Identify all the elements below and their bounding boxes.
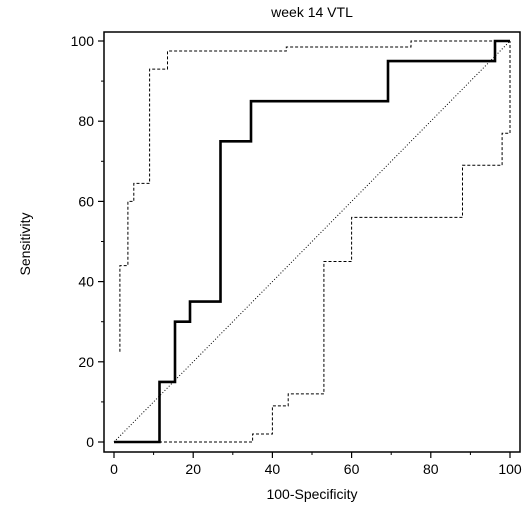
x-tick-label: 0 [110,461,118,477]
y-tick-label: 20 [78,354,94,370]
reference-diagonal-line [113,40,511,443]
upper-confidence-bound-line [119,40,510,352]
lower-confidence-bound-line [114,41,511,443]
x-axis: 0 20 40 60 80 100 [110,452,522,477]
roc-curve-line [114,39,510,444]
y-tick-label: 80 [78,113,94,129]
y-tick-label: 100 [71,33,95,49]
series-layer [113,39,511,444]
x-axis-label: 100-Specificity [266,486,357,502]
y-tick-label: 60 [78,193,94,209]
x-tick-label: 80 [423,461,439,477]
y-tick-label: 0 [86,434,94,450]
x-tick-label: 20 [185,461,201,477]
chart-title: week 14 VTL [270,4,353,20]
plot-frame [103,31,521,453]
x-tick-label: 100 [498,461,522,477]
y-axis: 0 20 40 60 80 100 [71,33,104,450]
x-tick-label: 40 [265,461,281,477]
x-tick-label: 60 [344,461,360,477]
y-tick-label: 40 [78,274,94,290]
y-axis-label: Sensitivity [17,212,33,275]
